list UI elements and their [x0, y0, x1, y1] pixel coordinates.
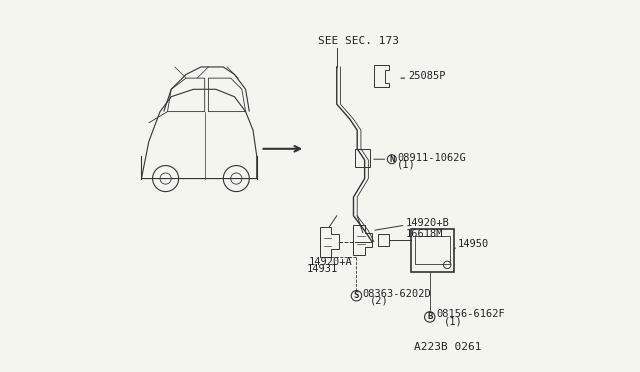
Text: 25085P: 25085P [408, 71, 446, 81]
Text: 14920+B: 14920+B [406, 218, 449, 228]
Text: (1): (1) [397, 160, 416, 169]
Text: SEE SEC. 173: SEE SEC. 173 [318, 36, 399, 46]
Text: 14920+A: 14920+A [308, 257, 352, 267]
Text: 08911-1062G: 08911-1062G [397, 153, 466, 163]
Text: (1): (1) [444, 316, 463, 326]
Text: B: B [427, 312, 433, 321]
Bar [415, 236, 450, 264]
Bar [355, 149, 370, 167]
Bar [378, 234, 389, 246]
Text: 14950: 14950 [458, 239, 489, 248]
Text: (2): (2) [370, 296, 388, 305]
Text: 08156-6162F: 08156-6162F [436, 310, 505, 319]
Text: 16618M: 16618M [406, 230, 443, 239]
Text: A223B 0261: A223B 0261 [414, 342, 482, 352]
Text: S: S [354, 291, 359, 300]
Text: 14931: 14931 [306, 264, 337, 274]
Text: 08363-6202D: 08363-6202D [362, 289, 431, 299]
Text: N: N [389, 155, 394, 164]
